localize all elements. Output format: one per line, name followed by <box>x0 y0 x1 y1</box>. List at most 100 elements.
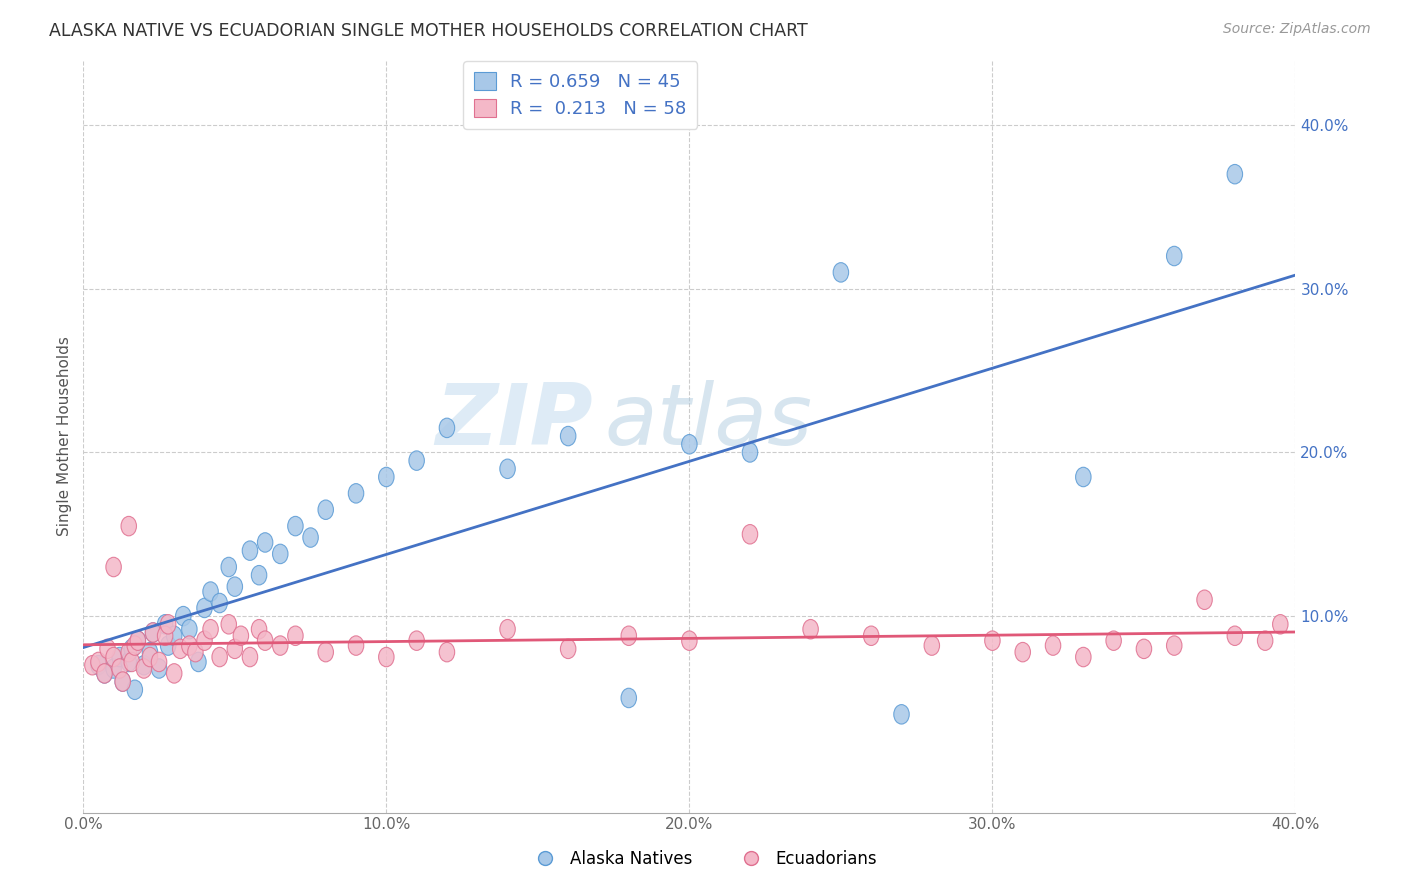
Ellipse shape <box>1227 626 1243 646</box>
Ellipse shape <box>191 652 207 672</box>
Ellipse shape <box>273 544 288 564</box>
Ellipse shape <box>834 262 849 282</box>
Ellipse shape <box>131 631 146 650</box>
Y-axis label: Single Mother Households: Single Mother Households <box>58 336 72 536</box>
Ellipse shape <box>924 636 939 656</box>
Ellipse shape <box>127 636 142 656</box>
Ellipse shape <box>682 434 697 454</box>
Ellipse shape <box>252 566 267 585</box>
Ellipse shape <box>84 656 100 675</box>
Ellipse shape <box>160 615 176 634</box>
Ellipse shape <box>499 459 515 478</box>
Text: ZIP: ZIP <box>434 379 592 463</box>
Ellipse shape <box>136 656 152 675</box>
Ellipse shape <box>1257 631 1272 650</box>
Ellipse shape <box>349 636 364 656</box>
Ellipse shape <box>152 659 167 678</box>
Ellipse shape <box>136 659 152 678</box>
Ellipse shape <box>1136 639 1152 658</box>
Ellipse shape <box>97 664 112 683</box>
Ellipse shape <box>105 558 121 577</box>
Ellipse shape <box>409 631 425 650</box>
Ellipse shape <box>181 636 197 656</box>
Text: Source: ZipAtlas.com: Source: ZipAtlas.com <box>1223 22 1371 37</box>
Ellipse shape <box>288 626 304 646</box>
Ellipse shape <box>202 619 218 639</box>
Ellipse shape <box>1272 615 1288 634</box>
Ellipse shape <box>621 626 637 646</box>
Legend: R = 0.659   N = 45, R =  0.213   N = 58: R = 0.659 N = 45, R = 0.213 N = 58 <box>463 61 697 128</box>
Ellipse shape <box>1045 636 1060 656</box>
Ellipse shape <box>176 607 191 626</box>
Ellipse shape <box>121 642 136 662</box>
Ellipse shape <box>145 623 160 642</box>
Ellipse shape <box>803 619 818 639</box>
Ellipse shape <box>378 648 394 667</box>
Ellipse shape <box>142 642 157 662</box>
Ellipse shape <box>131 631 146 650</box>
Ellipse shape <box>439 642 454 662</box>
Ellipse shape <box>742 524 758 544</box>
Ellipse shape <box>197 631 212 650</box>
Ellipse shape <box>100 639 115 658</box>
Ellipse shape <box>91 652 107 672</box>
Ellipse shape <box>115 672 131 691</box>
Ellipse shape <box>378 467 394 487</box>
Ellipse shape <box>212 648 228 667</box>
Ellipse shape <box>173 639 188 658</box>
Ellipse shape <box>112 659 128 678</box>
Ellipse shape <box>1227 164 1243 184</box>
Ellipse shape <box>1167 636 1182 656</box>
Ellipse shape <box>105 659 121 678</box>
Ellipse shape <box>112 648 128 667</box>
Legend: Alaska Natives, Ecuadorians: Alaska Natives, Ecuadorians <box>522 844 884 875</box>
Ellipse shape <box>142 648 157 667</box>
Ellipse shape <box>349 483 364 503</box>
Ellipse shape <box>124 639 139 658</box>
Ellipse shape <box>1015 642 1031 662</box>
Ellipse shape <box>221 558 236 577</box>
Ellipse shape <box>499 619 515 639</box>
Ellipse shape <box>202 582 218 601</box>
Ellipse shape <box>166 626 181 646</box>
Ellipse shape <box>124 652 139 672</box>
Ellipse shape <box>1076 648 1091 667</box>
Ellipse shape <box>233 626 249 646</box>
Ellipse shape <box>115 672 131 691</box>
Ellipse shape <box>318 642 333 662</box>
Ellipse shape <box>121 516 136 536</box>
Ellipse shape <box>242 648 257 667</box>
Ellipse shape <box>742 442 758 462</box>
Ellipse shape <box>1197 590 1212 609</box>
Text: ALASKA NATIVE VS ECUADORIAN SINGLE MOTHER HOUSEHOLDS CORRELATION CHART: ALASKA NATIVE VS ECUADORIAN SINGLE MOTHE… <box>49 22 808 40</box>
Ellipse shape <box>257 533 273 552</box>
Ellipse shape <box>288 516 304 536</box>
Ellipse shape <box>1076 467 1091 487</box>
Ellipse shape <box>242 541 257 560</box>
Ellipse shape <box>91 656 107 675</box>
Ellipse shape <box>145 623 160 642</box>
Ellipse shape <box>409 450 425 470</box>
Ellipse shape <box>157 626 173 646</box>
Text: atlas: atlas <box>605 379 813 463</box>
Ellipse shape <box>105 648 121 667</box>
Ellipse shape <box>181 619 197 639</box>
Ellipse shape <box>273 636 288 656</box>
Ellipse shape <box>1107 631 1122 650</box>
Ellipse shape <box>157 615 173 634</box>
Ellipse shape <box>682 631 697 650</box>
Ellipse shape <box>127 680 142 699</box>
Ellipse shape <box>152 652 167 672</box>
Ellipse shape <box>894 705 910 724</box>
Ellipse shape <box>166 664 181 683</box>
Ellipse shape <box>97 664 112 683</box>
Ellipse shape <box>621 689 637 707</box>
Ellipse shape <box>439 418 454 438</box>
Ellipse shape <box>863 626 879 646</box>
Ellipse shape <box>228 639 243 658</box>
Ellipse shape <box>257 631 273 650</box>
Ellipse shape <box>197 599 212 617</box>
Ellipse shape <box>318 500 333 519</box>
Ellipse shape <box>228 577 243 597</box>
Ellipse shape <box>221 615 236 634</box>
